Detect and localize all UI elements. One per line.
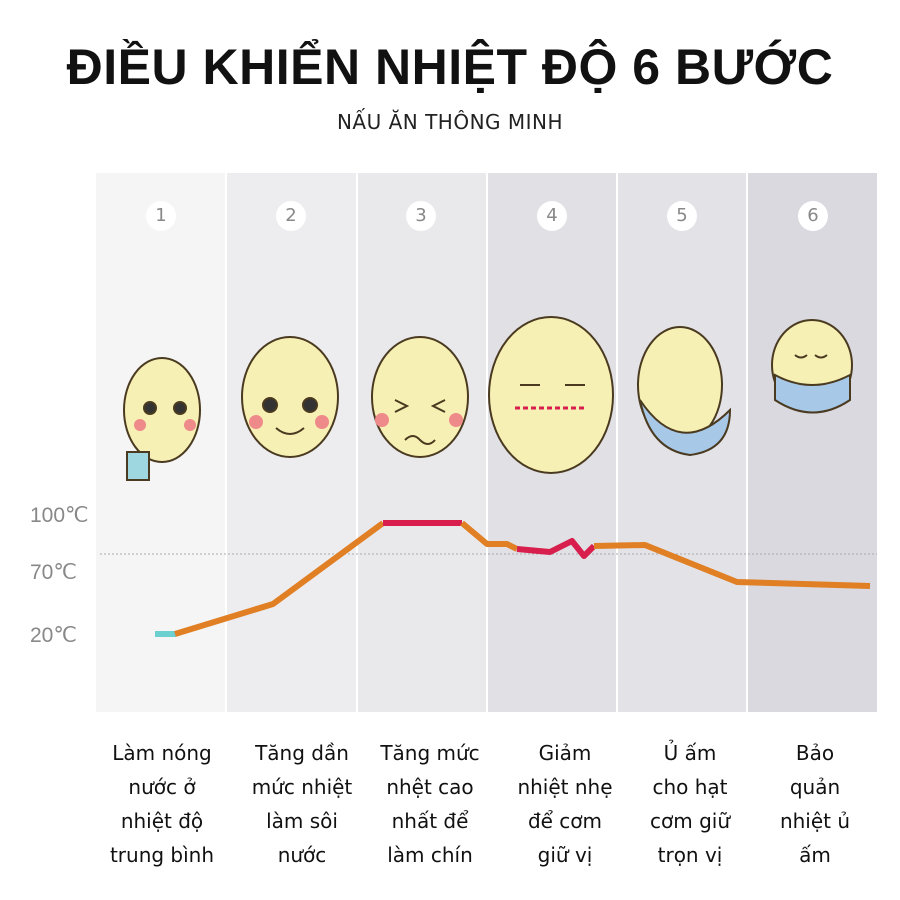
step-caption-3: Tăng mức nhệt cao nhất để làm chín [380,741,480,867]
curve-heating-segment [174,520,385,637]
step-caption-5: Ủ ấm cho hạt cơm giữ trọn vị [650,741,730,867]
curve-warm-segment [593,542,871,589]
step-number: 1 [146,201,176,231]
step-caption-4: Giảm nhiệt nhẹ để cơm giữ vị [517,741,613,867]
step-number: 3 [406,201,436,231]
step-number: 6 [798,201,828,231]
step-panel-6 [748,173,877,712]
step-caption-6: Bảo quản nhiệt ủ ấm [779,741,851,867]
egg-sleeping-icon [771,319,853,414]
step-number: 2 [276,201,306,231]
page-subtitle: NẤU ĂN THÔNG MINH [336,110,564,134]
y-axis-label-100: 100℃ [30,504,89,527]
step-number: 5 [667,201,697,231]
step-caption-2: Tăng dần mức nhiệt làm sôi nước [251,741,353,867]
page-title: ĐIỀU KHIỂN NHIỆT ĐỘ 6 BƯỚC [66,39,834,95]
curve-fluctuation-segment [516,538,597,559]
step-number: 4 [537,201,567,231]
egg-drinking-icon [123,357,201,481]
egg-blanket-icon [637,326,732,457]
curve-cooling-segment [460,520,519,552]
y-axis-label-70: 70℃ [30,561,77,584]
step-caption-1: Làm nóng nước ở nhiệt độ trung bình [109,741,215,867]
egg-squinting-icon [371,336,469,458]
egg-sweating-icon [488,316,614,474]
y-axis-label-20: 20℃ [30,624,77,647]
egg-smiling-icon [241,336,339,458]
